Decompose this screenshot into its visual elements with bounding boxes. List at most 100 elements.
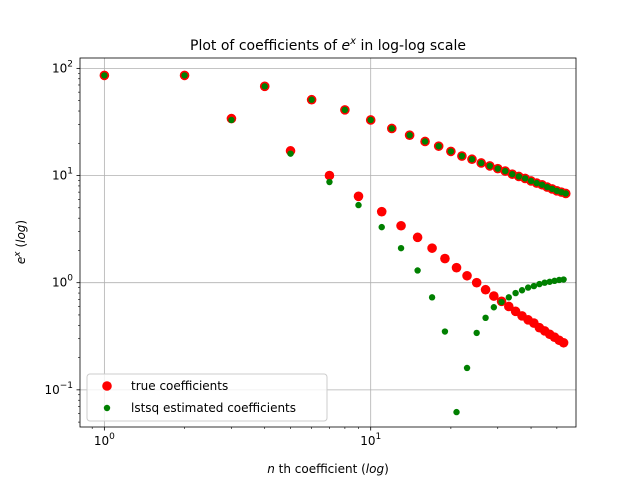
- data-point: [486, 162, 493, 170]
- y-tick-label: 100: [52, 274, 73, 290]
- data-point: [530, 282, 538, 290]
- y-axis-label-log: log: [14, 224, 28, 243]
- data-point: [546, 278, 553, 285]
- data-point: [524, 284, 532, 291]
- data-point: [427, 243, 437, 253]
- chart-title-main: Plot of coefficients of: [190, 38, 341, 54]
- y-tick-label-exp: 0: [67, 274, 73, 284]
- data-point: [228, 116, 235, 124]
- data-point: [512, 289, 519, 297]
- data-point: [308, 96, 315, 103]
- data-point: [538, 181, 546, 188]
- data-point: [181, 72, 188, 79]
- data-point: [504, 301, 514, 312]
- data-point: [498, 298, 505, 306]
- x-tick-label: 101: [360, 432, 381, 448]
- data-point: [324, 170, 335, 181]
- chart-title-base: e: [341, 38, 350, 54]
- legend: true coefficients lstsq estimated coeffi…: [86, 373, 328, 422]
- data-point: [287, 150, 294, 157]
- data-point: [406, 131, 413, 139]
- y-tick-label: 10−1: [44, 381, 73, 397]
- y-axis-label: ex (log): [13, 220, 28, 264]
- data-point: [412, 232, 423, 243]
- data-point: [527, 177, 535, 185]
- data-point: [355, 201, 362, 209]
- axes-frame: [79, 57, 577, 428]
- x-tick-label: 100: [94, 432, 115, 448]
- data-point: [428, 294, 436, 301]
- data-point: [441, 328, 449, 335]
- data-point: [447, 148, 455, 155]
- data-point: [326, 178, 333, 186]
- data-point: [478, 159, 485, 167]
- legend-marker-lstsq-estimated-coefficients: [103, 404, 111, 412]
- legend-marker-true-coefficients: [102, 381, 112, 391]
- data-point: [473, 329, 480, 337]
- data-point: [560, 276, 567, 283]
- y-axis-label-sup: x: [13, 251, 23, 258]
- chart-title-sup: x: [349, 36, 356, 47]
- data-point: [536, 280, 543, 288]
- legend-box: [86, 373, 328, 422]
- data-point: [515, 173, 523, 180]
- data-point: [421, 138, 429, 145]
- data-point: [541, 279, 548, 286]
- legend-label-lstsq-estimated-coefficients: lstsq estimated coefficients: [131, 401, 296, 415]
- data-point: [261, 83, 268, 90]
- data-point: [562, 190, 569, 197]
- data-point: [490, 304, 498, 311]
- y-tick-label-exp: 1: [67, 167, 73, 177]
- data-point: [502, 167, 509, 175]
- data-point: [367, 116, 374, 124]
- data-point: [468, 156, 476, 163]
- data-point: [494, 165, 501, 172]
- data-point: [378, 223, 385, 231]
- x-axis-label-mid: th coefficient (: [275, 462, 366, 476]
- data-point: [489, 291, 499, 301]
- chart-title: Plot of coefficients of ex in log-log sc…: [190, 36, 466, 54]
- y-tick-label: 102: [52, 59, 73, 75]
- x-tick-label-exp: 0: [109, 432, 115, 442]
- y-tick-label-base: 10: [52, 276, 67, 290]
- data-point: [471, 277, 482, 288]
- y-tick-label-base: 10: [44, 383, 59, 397]
- plot-marks: [99, 70, 571, 416]
- data-point: [397, 244, 405, 252]
- x-axis-label-log: log: [366, 462, 385, 476]
- data-point: [353, 191, 364, 202]
- x-axis-label: n th coefficient (log): [267, 462, 389, 476]
- data-point: [376, 206, 387, 217]
- y-tick-label-exp: −1: [60, 381, 73, 391]
- data-point: [518, 287, 526, 294]
- data-point: [480, 284, 491, 295]
- legend-label-true-coefficients: true coefficients: [131, 379, 228, 393]
- data-point: [458, 152, 466, 160]
- data-point: [101, 72, 108, 79]
- data-point: [462, 270, 472, 281]
- data-point: [558, 337, 569, 348]
- data-point: [435, 142, 442, 150]
- data-point: [509, 170, 516, 178]
- data-point: [341, 106, 349, 114]
- data-point: [533, 179, 540, 187]
- y-axis-label-base: e: [14, 257, 28, 264]
- data-point: [414, 267, 421, 274]
- data-point: [544, 183, 551, 191]
- data-point: [396, 220, 406, 231]
- data-point: [482, 314, 489, 322]
- y-tick-label: 101: [52, 167, 73, 183]
- y-axis-label-mid: (: [14, 243, 28, 252]
- data-point: [451, 262, 462, 273]
- x-axis-label-n: n: [267, 462, 275, 476]
- series-lstsq-estimated-coefficients: [101, 72, 569, 416]
- x-tick-label-base: 10: [94, 434, 109, 448]
- data-point: [505, 294, 512, 301]
- chart-title-tail: in log-log scale: [356, 38, 466, 54]
- data-point: [388, 125, 395, 132]
- x-tick-label-base: 10: [360, 434, 375, 448]
- y-tick-label-base: 10: [52, 169, 67, 183]
- data-point: [521, 175, 529, 182]
